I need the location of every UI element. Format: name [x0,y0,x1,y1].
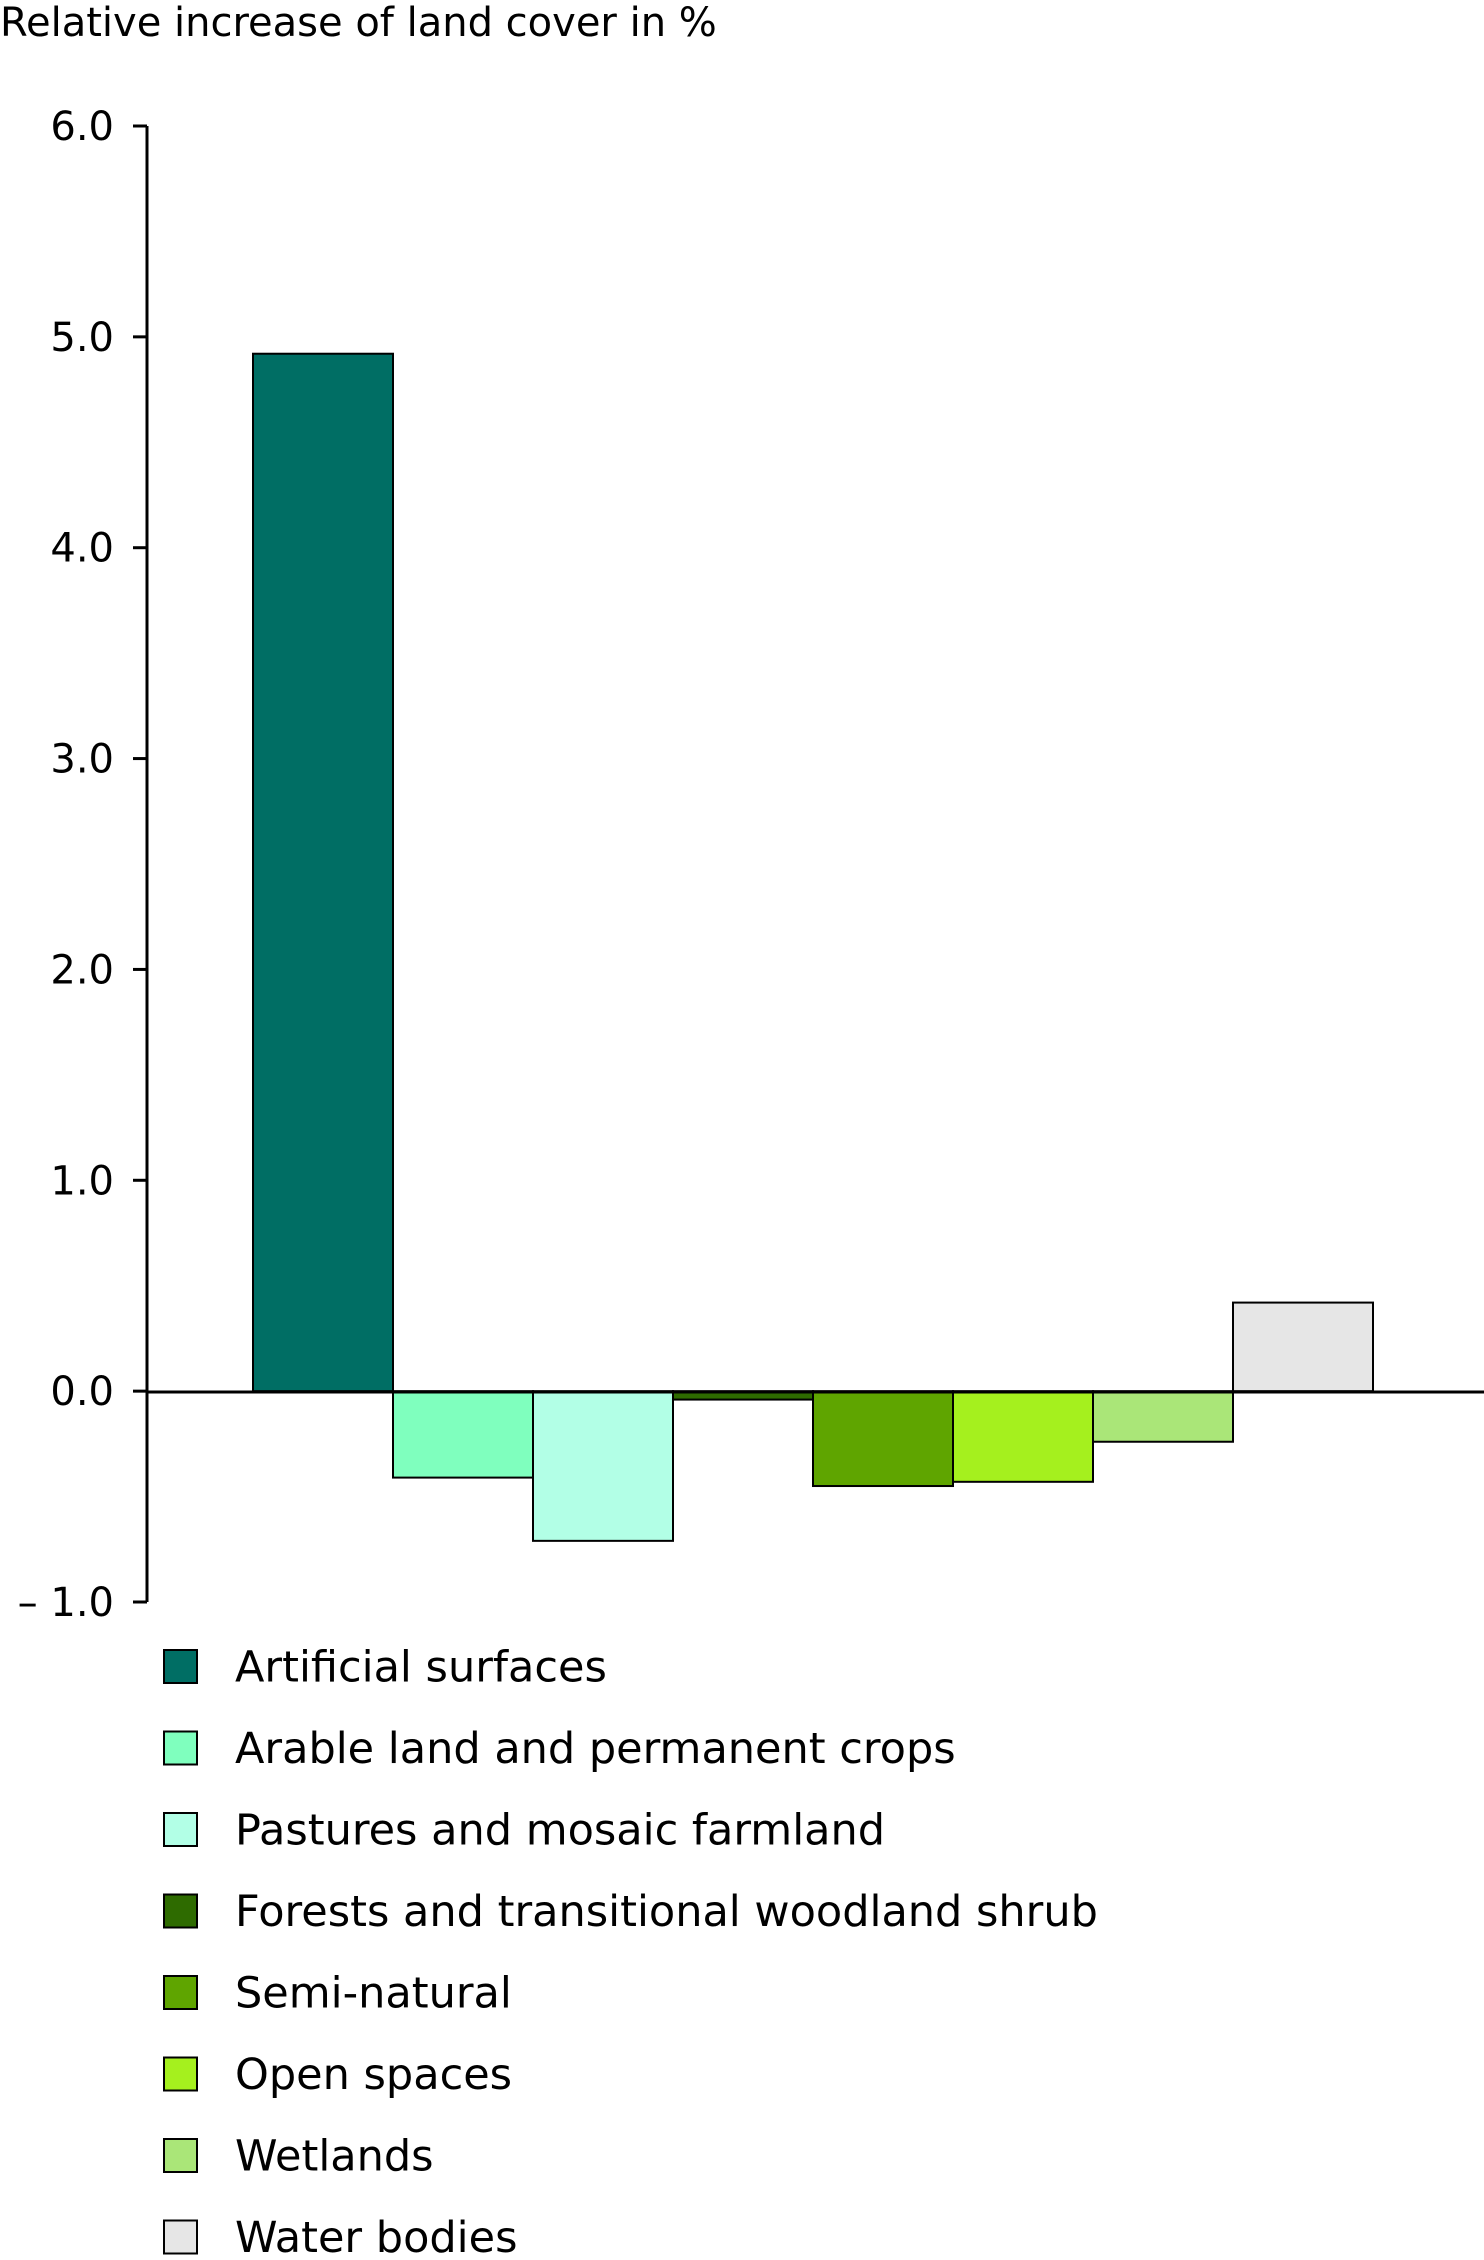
legend-label: Semi-natural [235,1969,512,2019]
bar-water-bodies [1232,1301,1374,1393]
y-tick-label: 3.0 [50,737,114,783]
legend-swatch [163,2056,198,2092]
bar-wetlands [1092,1390,1234,1443]
legend-label: Forests and transitional woodland shrub [235,1887,1098,1937]
legend-label: Pastures and mosaic farmland [235,1806,885,1856]
legend-label: Artificial surfaces [235,1643,607,1693]
y-tick-label: 0.0 [50,1369,114,1415]
legend-label: Open spaces [235,2050,512,2100]
bars [252,352,1374,1542]
bar-pastures-and-mosaic-farmland [532,1390,674,1542]
legend-swatch [163,1730,198,1766]
bar-arable-land-and-permanent-crops [392,1390,534,1479]
y-tick-label: 1.0 [50,1158,114,1204]
legend-label: Wetlands [235,2132,434,2182]
legend-label: Water bodies [235,2213,517,2260]
y-tick-label: 2.0 [50,947,114,993]
legend-swatch [163,2138,198,2173]
legend-swatch [163,1812,198,1847]
y-tick-label: 5.0 [50,315,114,361]
bar-semi-natural [812,1390,954,1488]
legend-label: Arable land and permanent crops [235,1724,956,1774]
y-tick-label: 6.0 [50,104,114,150]
y-ticks: 6.0 5.0 4.0 3.0 2.0 1.0 0.0 – 1.0 [18,104,147,1626]
legend-swatch [163,1649,198,1684]
legend-swatch [163,2219,198,2255]
y-tick-label: 4.0 [50,526,114,572]
legend-swatch [163,1975,198,2010]
bar-open-spaces [952,1390,1094,1483]
y-axis-label: Relative increase of land cover in % [0,0,717,46]
legend: Artificial surfaces Arable land and perma… [163,1643,1098,2260]
bar-artificial-surfaces [252,352,394,1393]
y-tick-label: – 1.0 [18,1580,114,1626]
legend-swatch [163,1893,198,1929]
